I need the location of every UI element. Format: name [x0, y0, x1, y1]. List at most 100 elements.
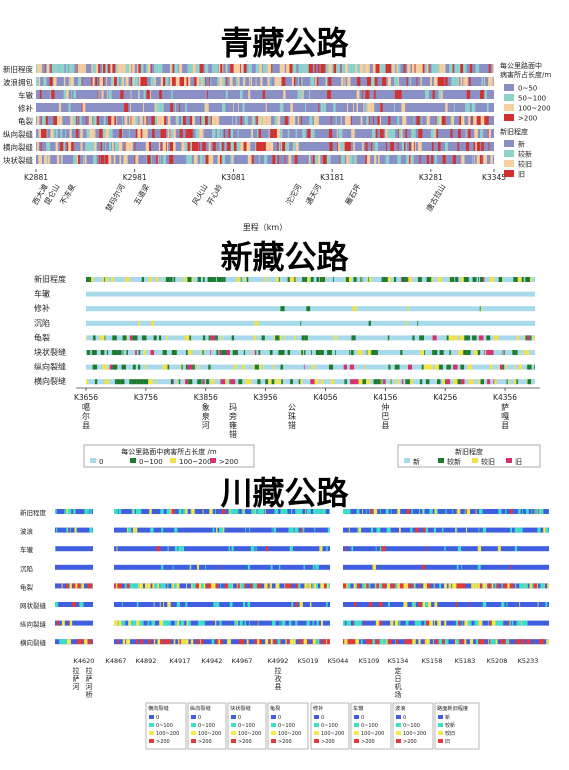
bar-row-segment [188, 620, 191, 626]
bar-row-segment [333, 335, 335, 341]
bar-row-segment [94, 142, 97, 151]
bar-row-segment [426, 546, 428, 552]
bar-row-segment [297, 90, 301, 99]
bar-row-segment [234, 64, 238, 73]
bar-row-segment [416, 116, 420, 125]
bar-row-segment [129, 64, 132, 73]
bar-row-segment [301, 335, 305, 341]
bar-row-base [86, 277, 535, 282]
bar-row-segment [375, 64, 377, 73]
bar-row-segment [475, 509, 477, 514]
bar-row-segment [369, 277, 371, 282]
bar-row-segment [300, 320, 302, 326]
bar-row-segment [181, 129, 183, 138]
bar-row-segment [455, 527, 457, 533]
bar-row-segment [243, 64, 247, 73]
bar-row-base [86, 335, 535, 341]
bar-row-segment [270, 583, 272, 589]
bar-row-segment [345, 546, 347, 552]
bar-row-segment [305, 103, 307, 112]
bar-row-segment [57, 602, 59, 607]
bar-row-segment [527, 379, 531, 385]
bar-row-segment [104, 277, 106, 282]
bar-row-segment [114, 620, 118, 626]
bar-row-segment [258, 116, 259, 125]
bar-row-segment [125, 77, 129, 86]
bar-row-segment [366, 155, 367, 164]
bar-row-segment [287, 277, 290, 282]
bar-row-segment [187, 64, 189, 73]
bar-row-segment [284, 155, 286, 164]
bar-row-segment [169, 620, 171, 626]
bar-row-segment [486, 350, 491, 355]
bar-row-segment [131, 620, 133, 626]
bar-row-segment [198, 583, 202, 589]
bar-row-segment [468, 335, 471, 341]
bar-row-segment [43, 155, 48, 164]
bar-row-segment [81, 77, 83, 86]
bar-row-segment [533, 639, 535, 645]
bar-row-segment [439, 77, 444, 86]
bar-row-segment [77, 77, 82, 86]
bar-row-segment [312, 564, 315, 570]
bar-row-segment [210, 379, 215, 385]
bar-row-segment [232, 155, 233, 164]
bar-row-segment [345, 116, 347, 125]
bar-row-segment [117, 583, 122, 589]
bar-row-segment [489, 364, 493, 370]
bar-row-segment [209, 509, 213, 514]
bar-row-segment [371, 142, 373, 151]
bar-row-segment [258, 583, 262, 589]
bar-row-segment [121, 64, 123, 73]
bar-row-base [114, 546, 330, 552]
bar-row-segment [376, 583, 380, 589]
tick-label: K5158 [422, 657, 443, 665]
bar-row-segment [251, 155, 254, 164]
bar-row-segment [466, 103, 470, 112]
bar-row-segment [73, 509, 76, 514]
bar-row-segment [76, 155, 79, 164]
bar-row-segment [242, 583, 245, 589]
bar-row-segment [379, 583, 383, 589]
bar-row-segment [484, 350, 486, 355]
bar-row-segment [251, 509, 255, 514]
bar-row-segment [246, 639, 249, 645]
bar-row-segment [482, 527, 487, 533]
bar-row-segment [394, 103, 395, 112]
bar-row-segment [221, 350, 225, 355]
bar-row-segment [394, 583, 396, 589]
bar-row-segment [355, 379, 359, 385]
bar-row-segment [178, 103, 180, 112]
bar-row-segment [40, 64, 43, 73]
bar-row-segment [292, 64, 294, 73]
bar-row-segment [58, 64, 60, 73]
bar-row-segment [304, 350, 306, 355]
bar-row-segment [293, 116, 296, 125]
bar-row-segment [516, 335, 520, 341]
bar-row-segment [381, 546, 385, 552]
bar-row-segment [221, 509, 226, 514]
bar-row-segment [146, 155, 148, 164]
bar-row-segment [298, 379, 301, 385]
bar-row-segment [38, 77, 41, 86]
bar-row-segment [413, 116, 415, 125]
bar-row-segment [400, 350, 403, 355]
place-label: 开心岭 [204, 182, 224, 207]
bar-row-segment [466, 509, 471, 514]
bar-row-segment [308, 583, 310, 589]
bar-row-segment [287, 350, 291, 355]
bar-row-segment [147, 583, 151, 589]
bar-row-segment [475, 142, 477, 151]
bar-row-segment [159, 620, 164, 626]
bar-row-segment [43, 77, 47, 86]
bar-row-segment [318, 64, 320, 73]
bar-row-segment [125, 277, 130, 282]
bar-row-segment [105, 142, 106, 151]
bar-row-segment [458, 620, 461, 626]
bar-row-segment [408, 583, 411, 589]
legend-swatch [438, 715, 443, 719]
legend-swatch [354, 731, 359, 735]
bar-row-segment [92, 335, 94, 341]
bar-row-segment [276, 129, 281, 138]
bar-row-segment [181, 546, 185, 552]
